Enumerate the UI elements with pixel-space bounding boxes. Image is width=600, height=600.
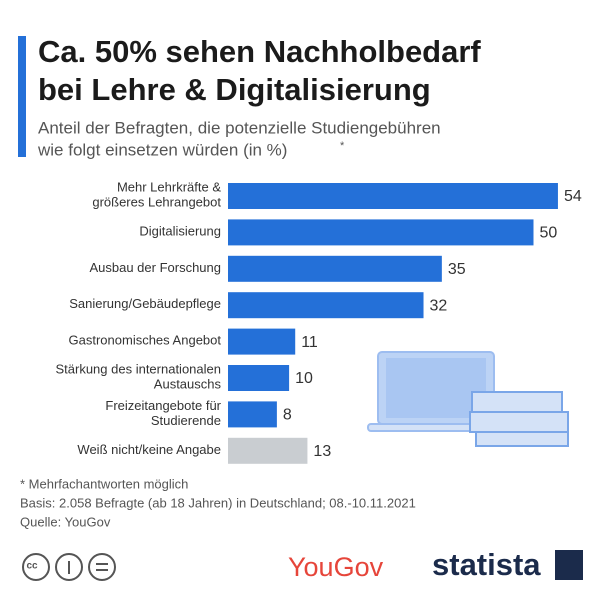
bar — [228, 219, 534, 246]
category-line: Ausbau der Forschung — [89, 260, 221, 275]
statista-icon — [555, 550, 583, 580]
category-label: Weiß nicht/keine Angabe — [77, 442, 221, 457]
value-label: 10 — [295, 370, 313, 387]
chart-title: bei Lehre & Digitalisierung — [38, 72, 431, 107]
cc-text: cc — [26, 561, 38, 572]
bar — [228, 437, 308, 464]
bar — [228, 255, 442, 282]
bar — [228, 365, 290, 391]
bar — [228, 292, 424, 319]
value-label: 11 — [301, 334, 318, 351]
value-label: 13 — [313, 443, 331, 460]
category-line: Weiß nicht/keine Angabe — [77, 442, 221, 457]
bar — [228, 328, 296, 355]
accent-bar — [18, 36, 26, 157]
category-label: Sanierung/Gebäudepflege — [69, 297, 221, 312]
value-label: 32 — [430, 297, 448, 314]
category-line: Digitalisierung — [139, 224, 221, 239]
category-label: Mehr Lehrkräfte & größeres Lehrangebot — [92, 180, 221, 210]
category-line: Studierende — [151, 413, 221, 428]
category-line: Gastronomisches Angebot — [69, 333, 222, 348]
note: Quelle: YouGov — [20, 514, 111, 529]
category-line: Freizeitangebote für — [105, 398, 221, 413]
chart-subtitle: Anteil der Befragten, die potenzielle St… — [38, 118, 441, 137]
value-label: 54 — [564, 188, 582, 205]
brand-yougov: YouGov — [288, 552, 384, 582]
value-label: 8 — [283, 407, 292, 424]
category-line: Stärkung des internationalen — [55, 362, 221, 377]
category-label: Ausbau der Forschung — [89, 260, 221, 275]
brand-statista: statista — [432, 547, 541, 582]
value-label: 50 — [540, 225, 558, 242]
note: * Mehrfachantworten möglich — [20, 476, 188, 491]
category-label: Digitalisierung — [139, 224, 221, 239]
chart-subtitle: wie folgt einsetzen würden (in %) — [37, 140, 287, 159]
cc-icons — [22, 553, 116, 581]
category-line: Austauschs — [154, 377, 222, 392]
category-label: Gastronomisches Angebot — [69, 333, 222, 348]
bar — [228, 183, 558, 209]
category-line: größeres Lehrangebot — [92, 195, 221, 210]
category-label: Freizeitangebote für Studierende — [105, 398, 221, 428]
category-line: Mehr Lehrkräfte & — [117, 180, 221, 195]
illustration — [367, 351, 569, 447]
category-label: Stärkung des internationalen Austauschs — [55, 362, 221, 392]
note: Basis: 2.058 Befragte (ab 18 Jahren) in … — [20, 495, 416, 510]
value-label: 35 — [448, 261, 466, 278]
subtitle-mark: * — [340, 140, 345, 152]
category-line: Sanierung/Gebäudepflege — [69, 297, 221, 312]
chart-title: Ca. 50% sehen Nachholbedarf — [38, 34, 481, 69]
bar — [228, 401, 277, 428]
